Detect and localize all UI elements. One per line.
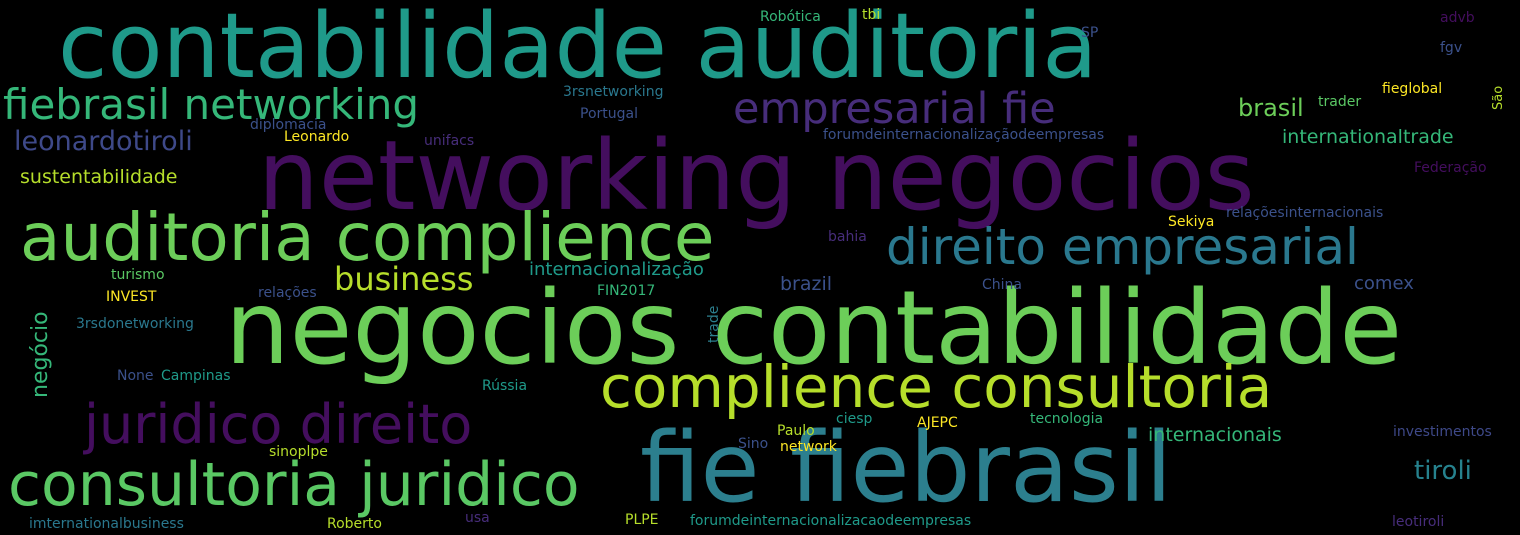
word-cloud-word: 3rsnetworking: [563, 84, 664, 100]
word-cloud-word: leotiroli: [1392, 514, 1445, 530]
word-cloud-word: Robótica: [760, 9, 821, 25]
word-cloud-word: Rússia: [482, 378, 528, 394]
word-cloud-word: relações: [258, 285, 317, 301]
word-cloud-word: Portugal: [580, 106, 638, 122]
word-cloud-word: Paulo: [777, 423, 815, 439]
word-cloud-word: trader: [1318, 94, 1362, 110]
word-cloud-word: bahia: [828, 229, 867, 245]
word-cloud-word: 3rsdonetworking: [76, 316, 194, 332]
word-cloud-word: network: [780, 439, 837, 455]
word-cloud-word: advb: [1440, 10, 1475, 26]
word-cloud-word: sinoplpe: [269, 444, 328, 460]
word-cloud-word: networking negocios: [258, 120, 1255, 232]
word-cloud-word: negócio: [28, 311, 53, 398]
word-cloud-word: fieglobal: [1382, 81, 1443, 97]
word-cloud-word: SP: [1081, 25, 1099, 41]
word-cloud-word: INVEST: [106, 289, 157, 305]
word-cloud-word: internacionalização: [529, 259, 704, 280]
word-cloud-word: usa: [465, 510, 490, 526]
word-cloud-word: fgv: [1440, 40, 1463, 56]
word-cloud-word: sustentabilidade: [20, 166, 178, 188]
word-cloud-word: imternationalbusiness: [29, 516, 184, 532]
word-cloud-word: PLPE: [625, 512, 659, 528]
word-cloud-word: Federação: [1414, 160, 1487, 176]
word-cloud-word: comex: [1354, 273, 1414, 294]
word-cloud-word: ciesp: [836, 411, 873, 427]
word-cloud-word: tbi: [862, 7, 881, 23]
word-cloud-word: FIN2017: [597, 283, 656, 299]
word-cloud-word: Campinas: [161, 368, 231, 384]
word-cloud-word: consultoria juridico: [8, 450, 580, 520]
word-cloud-word: contabilidade auditoria: [58, 0, 1098, 99]
word-cloud-word: trade: [706, 305, 722, 343]
word-cloud-word: diplomacia: [250, 117, 327, 133]
word-cloud-word: brasil: [1238, 94, 1304, 122]
word-cloud-word: China: [982, 277, 1022, 293]
word-cloud-word: relaçõesinternacionais: [1226, 205, 1384, 221]
word-cloud-word: Sekiya: [1168, 214, 1215, 230]
word-cloud-word: unifacs: [424, 133, 475, 149]
word-cloud-word: investimentos: [1393, 424, 1492, 440]
word-cloud-word: tiroli: [1414, 456, 1472, 486]
word-cloud-word: turismo: [111, 267, 165, 283]
word-cloud-word: fiebrasil networking: [3, 80, 420, 129]
word-cloud-word: fie fiebrasil: [640, 412, 1173, 524]
word-cloud-word: Sino: [738, 436, 769, 452]
word-cloud-word: brazil: [780, 273, 833, 295]
word-cloud-word: complience consultoria: [600, 353, 1273, 421]
word-cloud-word: None: [117, 368, 154, 384]
word-cloud-word: empresarial fie: [733, 84, 1056, 134]
word-cloud-word: Roberto: [327, 516, 382, 532]
word-cloud-word: negocios contabilidade: [225, 269, 1403, 388]
word-cloud-word: internationaltrade: [1282, 126, 1454, 148]
word-cloud-word: tecnologia: [1030, 411, 1104, 427]
word-cloud-word: Leonardo: [284, 129, 350, 145]
word-cloud-word: forumdeinternacionalizaçãodeempresas: [823, 127, 1105, 143]
word-cloud-word: business: [334, 260, 474, 298]
word-cloud-word: AJEPC: [917, 415, 958, 431]
word-cloud-word: direito empresarial: [886, 218, 1359, 276]
word-cloud-word: internacionais: [1148, 424, 1282, 446]
word-cloud-word: auditoria complience: [20, 199, 715, 276]
word-cloud-word: juridico direito: [84, 393, 473, 456]
word-cloud-word: São: [1491, 85, 1506, 110]
word-cloud-word: forumdeinternacionalizacaodeempresas: [690, 513, 972, 529]
word-cloud-word: leonardotiroli: [14, 126, 193, 157]
